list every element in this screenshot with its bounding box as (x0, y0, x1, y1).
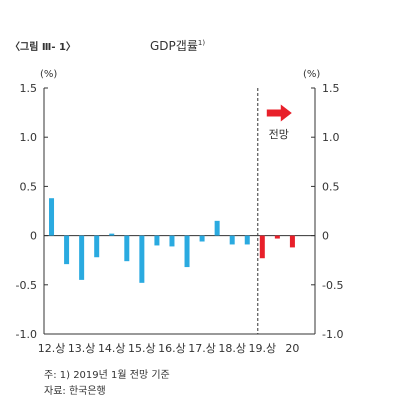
bar-actual (199, 235, 205, 242)
figure-label: 〈그림 Ⅲ- 1〉 (10, 40, 76, 53)
forecast-label: 전망 (269, 128, 289, 141)
x-tick-label: 12.상 (38, 342, 66, 355)
right-y-tick-label: 1.0 (322, 131, 340, 144)
bar-actual (109, 233, 115, 236)
x-tick-label: 16.상 (158, 342, 186, 355)
chart-title-text: GDP갭률 (150, 39, 198, 53)
bar-actual (139, 235, 145, 283)
bar-actual (214, 220, 220, 236)
left-y-tick-label: -0.5 (16, 279, 37, 292)
right-y-tick-label: 0 (322, 230, 329, 243)
right-y-tick-label: -0.5 (322, 279, 343, 292)
bar-actual (64, 235, 70, 265)
forecast-arrow-icon (266, 104, 292, 122)
left-y-tick-label: 0 (30, 230, 37, 243)
left-y-tick-label: 0.5 (20, 180, 38, 193)
bar-forecast (289, 235, 295, 248)
bar-actual (79, 235, 85, 280)
right-y-tick-label: 1.5 (322, 82, 340, 95)
right-y-tick-label: -1.0 (322, 328, 343, 341)
bar-forecast (259, 235, 265, 259)
bar-actual (94, 235, 100, 258)
bar-actual (49, 198, 55, 236)
right-y-tick-label: 0.5 (322, 180, 340, 193)
footnote-source-date: 주: 1) 2019년 1월 전망 기준 (44, 369, 170, 381)
bar-forecast (274, 235, 280, 239)
plot-area: 1.5 1.51.0 1.00.5 0.50 0-0.5 -0.5-1.0 -1.012.상… (16, 82, 344, 355)
chart-title: GDP갭률1) (150, 39, 205, 53)
footnote-data-source: 자료: 한국은행 (44, 385, 106, 397)
x-tick-label: 20 (285, 342, 299, 355)
x-tick-label: 17.상 (188, 342, 216, 355)
left-y-tick-label: 1.0 (20, 131, 38, 144)
bar-actual (229, 235, 235, 245)
x-tick-label: 14.상 (98, 342, 126, 355)
bar-actual (244, 235, 250, 245)
bar-actual (169, 235, 175, 247)
bar-actual (184, 235, 190, 268)
x-tick-label: 19.상 (248, 342, 276, 355)
bar-actual (124, 235, 130, 262)
right-unit-label: (%) (303, 69, 320, 80)
x-tick-label: 18.상 (218, 342, 246, 355)
left-y-tick-label: 1.5 (20, 82, 38, 95)
x-tick-label: 15.상 (128, 342, 156, 355)
x-tick-label: 13.상 (68, 342, 96, 355)
left-y-tick-label: -1.0 (16, 328, 37, 341)
left-unit-label: (%) (40, 69, 57, 80)
chart-title-footnote: 1) (198, 39, 205, 47)
bar-actual (154, 235, 160, 246)
